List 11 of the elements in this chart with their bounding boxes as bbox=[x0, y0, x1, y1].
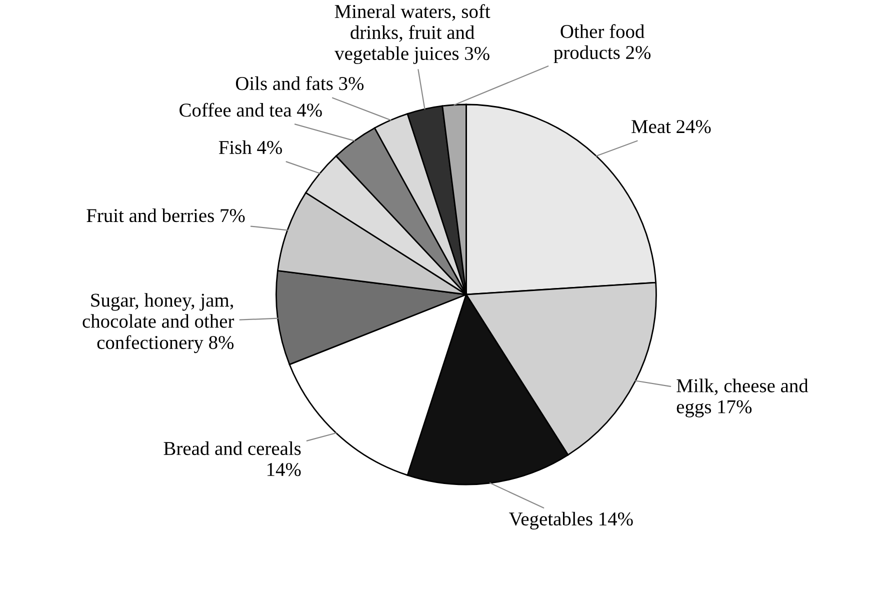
slice-label: Vegetables 14% bbox=[509, 512, 633, 530]
slice-label: Oils and fats 3% bbox=[236, 76, 364, 90]
slice-label: Other food products 2% bbox=[554, 24, 651, 64]
slice-label: Milk, cheese and eggs 17% bbox=[676, 378, 808, 418]
slice-label: Sugar, honey, jam, chocolate and other confectionery 8% bbox=[82, 293, 234, 354]
slice-label: Bread and cereals 14% bbox=[164, 441, 301, 476]
slice-label: Fish 4% bbox=[218, 140, 282, 154]
slice-label: Meat 24% bbox=[632, 120, 711, 134]
slice-label: Coffee and tea 4% bbox=[180, 102, 322, 117]
slice-label: Fruit and berries 7% bbox=[86, 208, 245, 222]
slice-label: Mineral waters, soft drinks, fruit and vegetable juices 3% bbox=[334, 4, 490, 64]
